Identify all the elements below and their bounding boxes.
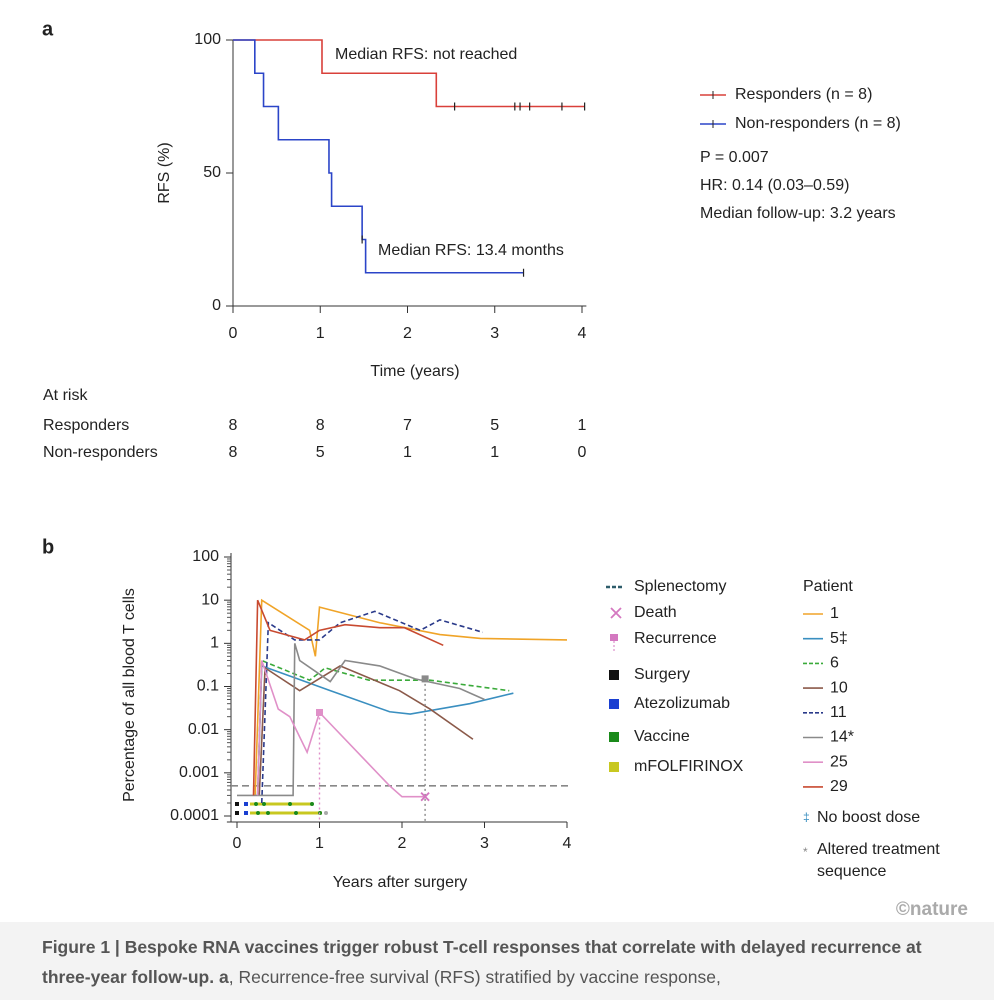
watermark: ©nature xyxy=(896,899,968,920)
footnote-symbol: ‡ xyxy=(803,810,810,824)
x-tick-label: 1 xyxy=(316,325,325,342)
legend-label: 11 xyxy=(830,704,847,721)
legend-label: 14* xyxy=(830,729,854,746)
at-risk-value: 8 xyxy=(316,417,325,434)
legend-label: 5‡ xyxy=(830,630,848,647)
x-tick-label: 3 xyxy=(480,835,489,852)
series-line xyxy=(258,665,474,796)
legend-swatch xyxy=(609,699,619,709)
survival-curve xyxy=(233,39,585,108)
caption-title: Figure 1 | Bespoke RNA vaccines trigger … xyxy=(42,937,922,987)
legend-label: Atezolizumab xyxy=(634,695,730,712)
x-tick-label: 4 xyxy=(563,835,572,852)
at-risk-row-name: Responders xyxy=(43,417,129,434)
y-tick-label: 0.001 xyxy=(179,764,219,781)
legend-label: 6 xyxy=(830,655,839,672)
y-tick-label: 100 xyxy=(192,548,219,565)
legend-label: Responders (n = 8) xyxy=(735,86,872,103)
legend-swatch xyxy=(609,732,619,742)
recurrence-marker xyxy=(421,675,429,683)
y-axis-label: Percentage of all blood T cells xyxy=(121,588,138,802)
x-axis-label: Time (years) xyxy=(370,363,459,380)
legend-title: Patient xyxy=(803,578,853,595)
at-risk-value: 5 xyxy=(316,444,325,461)
footnote-text: Altered treatment sequence xyxy=(817,841,940,880)
y-tick-label: 50 xyxy=(203,164,221,181)
at-risk-value: 0 xyxy=(578,444,587,461)
at-risk-value: 7 xyxy=(403,417,412,434)
footnote-text: No boost dose xyxy=(817,809,920,826)
footnote-symbol: * xyxy=(803,845,808,859)
panel-label: a xyxy=(42,18,54,40)
at-risk-value: 1 xyxy=(578,417,587,434)
series-line xyxy=(256,660,426,798)
caption: Figure 1 | Bespoke RNA vaccines trigger … xyxy=(0,922,994,1000)
recurrence-marker xyxy=(316,708,323,716)
legend-label: Death xyxy=(634,604,677,621)
caption-text: , Recurrence-free survival (RFS) stratif… xyxy=(228,967,721,987)
x-axis-label: Years after surgery xyxy=(333,874,468,891)
legend-label: Non-responders (n = 8) xyxy=(735,115,901,132)
death-marker xyxy=(420,792,430,802)
x-tick-label: 0 xyxy=(229,325,238,342)
series-line xyxy=(237,643,485,797)
series-line xyxy=(256,659,510,796)
legend-swatch xyxy=(609,670,619,680)
legend-label: Surgery xyxy=(634,666,690,683)
y-tick-label: 100 xyxy=(194,31,221,48)
legend-label: 29 xyxy=(830,778,848,795)
x-tick-label: 2 xyxy=(403,325,412,342)
series-line xyxy=(260,610,484,804)
y-tick-label: 0.0001 xyxy=(170,807,219,824)
legend-swatch xyxy=(610,607,622,619)
x-tick-label: 4 xyxy=(578,325,587,342)
caption-panel: a xyxy=(218,967,229,987)
survival-curve xyxy=(233,39,524,274)
legend-label: 25 xyxy=(830,753,848,770)
y-tick-label: 0.01 xyxy=(188,721,219,738)
x-tick-label: 1 xyxy=(315,835,324,852)
legend-label: Splenectomy xyxy=(634,578,727,595)
legend-label: Vaccine xyxy=(634,728,690,745)
x-tick-label: 3 xyxy=(490,325,499,342)
y-tick-label: 1 xyxy=(210,635,219,652)
treatment-bars xyxy=(235,802,328,815)
at-risk-title: At risk xyxy=(43,387,88,404)
annotation: Median RFS: not reached xyxy=(335,46,517,63)
legend-label: Recurrence xyxy=(634,630,717,647)
panel-label: b xyxy=(42,536,54,558)
series-line xyxy=(254,598,568,796)
legend-label: 1 xyxy=(830,605,839,622)
at-risk-value: 1 xyxy=(490,444,499,461)
stat-text: HR: 0.14 (0.03–0.59) xyxy=(700,177,849,194)
x-tick-label: 2 xyxy=(398,835,407,852)
at-risk-value: 1 xyxy=(403,444,412,461)
annotation: Median RFS: 13.4 months xyxy=(378,242,564,259)
stat-text: Median follow-up: 3.2 years xyxy=(700,205,896,222)
legend-swatch xyxy=(609,762,619,772)
y-tick-label: 0 xyxy=(212,297,221,314)
y-tick-label: 10 xyxy=(201,591,219,608)
legend-label: mFOLFIRINOX xyxy=(634,758,744,775)
legend-swatch xyxy=(610,634,618,641)
series-line xyxy=(252,599,444,796)
at-risk-row-name: Non-responders xyxy=(43,444,158,461)
at-risk-value: 8 xyxy=(229,417,238,434)
y-axis-label: RFS (%) xyxy=(156,142,173,203)
at-risk-value: 5 xyxy=(490,417,499,434)
x-tick-label: 0 xyxy=(233,835,242,852)
stat-text: P = 0.007 xyxy=(700,149,769,166)
at-risk-value: 8 xyxy=(229,444,238,461)
legend-label: 10 xyxy=(830,679,848,696)
y-tick-label: 0.1 xyxy=(197,678,219,695)
